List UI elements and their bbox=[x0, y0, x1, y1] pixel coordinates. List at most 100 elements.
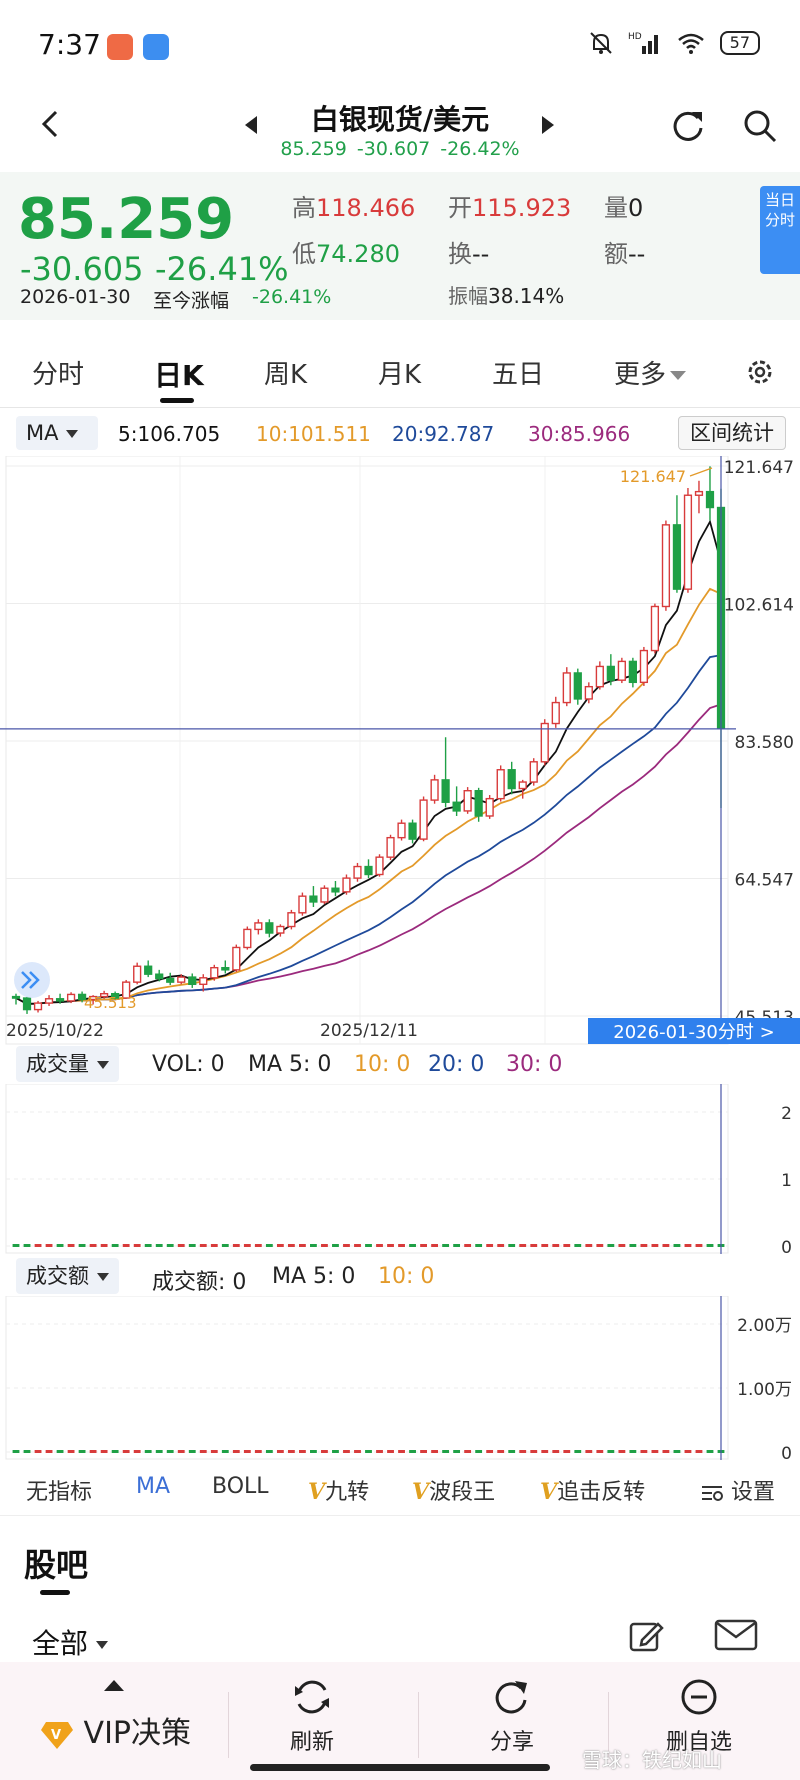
candle-body bbox=[177, 976, 186, 983]
volume-chart[interactable]: 2 1 0 bbox=[0, 1084, 800, 1254]
filter-all-dropdown[interactable]: 全部 bbox=[32, 1622, 109, 1662]
volume-bar bbox=[387, 1244, 394, 1247]
volume-bar bbox=[221, 1450, 229, 1453]
intraday-side-tab[interactable]: 当日分时 bbox=[760, 186, 800, 274]
back-arrow-icon[interactable] bbox=[30, 104, 70, 144]
volume-bar bbox=[409, 1244, 416, 1247]
ma5-value: 5:106.705 bbox=[118, 422, 221, 446]
candle-body bbox=[166, 977, 175, 983]
refresh-label: 刷新 bbox=[290, 1730, 335, 1755]
volume-bar bbox=[133, 1450, 141, 1453]
app-badge-blue-icon bbox=[143, 34, 169, 60]
share-button[interactable]: 分享 bbox=[490, 1676, 534, 1756]
active-tab-underline bbox=[160, 398, 194, 403]
tab-five-day[interactable]: 五日 bbox=[492, 360, 545, 390]
vip-decision-button[interactable]: V VIP决策 bbox=[40, 1708, 191, 1752]
chart-frame bbox=[5, 456, 729, 1045]
next-symbol-icon[interactable] bbox=[538, 114, 556, 136]
nav-bar: 白银现货/美元 85.259 -30.607 -26.42% bbox=[0, 90, 800, 170]
indicator-chase[interactable]: V追击反转 bbox=[540, 1474, 645, 1506]
indicator-settings[interactable]: 设置 bbox=[700, 1474, 775, 1506]
candle-body bbox=[639, 649, 649, 684]
volume-bar bbox=[497, 1450, 505, 1453]
candle-body bbox=[573, 672, 582, 700]
search-icon[interactable] bbox=[740, 106, 780, 146]
remove-watchlist-button[interactable]: 删自选 bbox=[666, 1676, 732, 1756]
main-indicator-select[interactable]: MA bbox=[16, 416, 98, 450]
amount-ma10: 10: 0 bbox=[378, 1264, 435, 1289]
edit-post-icon[interactable] bbox=[628, 1618, 664, 1654]
volume-bar bbox=[541, 1450, 549, 1453]
amount-indicator-select[interactable]: 成交额 bbox=[16, 1258, 119, 1294]
ma5-line bbox=[15, 519, 722, 1005]
amount-value: 成交额: 0 bbox=[152, 1270, 247, 1295]
svg-text:HD: HD bbox=[628, 32, 642, 42]
candle-body bbox=[562, 672, 571, 704]
ma20-line bbox=[15, 654, 722, 1005]
candle-body bbox=[353, 865, 362, 879]
max-price-pointer bbox=[689, 467, 713, 477]
mail-icon[interactable] bbox=[714, 1618, 758, 1652]
candle-body bbox=[540, 722, 549, 763]
candle-body bbox=[430, 779, 439, 801]
volume-indicator-select[interactable]: 成交量 bbox=[16, 1046, 119, 1082]
volume-bar bbox=[343, 1244, 350, 1247]
volume-bar bbox=[563, 1450, 571, 1453]
candle-body bbox=[33, 1002, 43, 1011]
indicator-none[interactable]: 无指标 bbox=[26, 1480, 93, 1505]
volume-bar bbox=[177, 1450, 185, 1453]
candle-body bbox=[100, 992, 109, 998]
candle-body bbox=[364, 865, 373, 876]
y-tick-label: 64.547 bbox=[735, 870, 794, 890]
candle-body bbox=[474, 790, 483, 817]
indicator-wave[interactable]: V波段王 bbox=[412, 1474, 495, 1506]
volume-bar bbox=[508, 1244, 516, 1247]
tab-daily-k[interactable]: 日K bbox=[154, 359, 204, 392]
volume-bar bbox=[607, 1244, 615, 1247]
candle-body bbox=[22, 997, 32, 1011]
volume-bar bbox=[695, 1450, 703, 1453]
range-stats-button[interactable]: 区间统计 bbox=[678, 416, 786, 450]
refresh-icon[interactable] bbox=[668, 106, 708, 146]
candlestick-chart[interactable]: 121.647 102.614 83.580 64.547 45.513 121.647 2… bbox=[0, 456, 800, 1046]
volume-bar bbox=[574, 1244, 582, 1247]
chevron-down-icon bbox=[96, 1641, 109, 1649]
volume-bar bbox=[486, 1450, 494, 1453]
tab-monthly-k[interactable]: 月K bbox=[378, 360, 422, 390]
volume-bar bbox=[243, 1450, 251, 1453]
sub-chart-frame bbox=[5, 1084, 729, 1254]
vol-ma20: 20: 0 bbox=[428, 1052, 485, 1077]
candle-body bbox=[705, 490, 715, 509]
volume-bar bbox=[486, 1244, 494, 1247]
indicator-ma[interactable]: MA bbox=[136, 1474, 171, 1499]
candle-body bbox=[595, 665, 604, 688]
amount-chart[interactable]: 2.00万 1.00万 0 bbox=[0, 1296, 800, 1460]
candle-body bbox=[452, 801, 461, 812]
volume-bar bbox=[199, 1450, 207, 1453]
divider bbox=[418, 1692, 419, 1758]
volume-bar bbox=[232, 1450, 240, 1453]
chevron-down-icon bbox=[66, 430, 79, 438]
volume-bar bbox=[78, 1450, 86, 1453]
x-tick-label: 2025/12/11 bbox=[320, 1021, 418, 1041]
tab-intraday[interactable]: 分时 bbox=[32, 360, 85, 390]
divider bbox=[228, 1692, 229, 1758]
volume-bar bbox=[530, 1244, 538, 1247]
indicator-boll[interactable]: BOLL bbox=[212, 1474, 269, 1499]
indicator-nine[interactable]: V九转 bbox=[308, 1474, 369, 1506]
status-time: 7:37 bbox=[38, 28, 101, 61]
volume-bar bbox=[706, 1244, 714, 1247]
volume-bar bbox=[464, 1244, 472, 1247]
volume-bar bbox=[321, 1450, 328, 1453]
tab-weekly-k[interactable]: 周K bbox=[264, 360, 308, 390]
refresh-button[interactable]: 刷新 bbox=[290, 1676, 334, 1756]
prev-symbol-icon[interactable] bbox=[243, 114, 261, 136]
volume-bar bbox=[45, 1450, 53, 1453]
volume-bar bbox=[398, 1244, 405, 1247]
candle-body bbox=[683, 494, 693, 590]
candle-body bbox=[232, 946, 241, 971]
volume-bar bbox=[23, 1244, 31, 1247]
tab-more[interactable]: 更多 bbox=[614, 354, 687, 391]
price-change: -30.605 bbox=[20, 250, 144, 288]
gear-icon[interactable] bbox=[744, 356, 776, 388]
